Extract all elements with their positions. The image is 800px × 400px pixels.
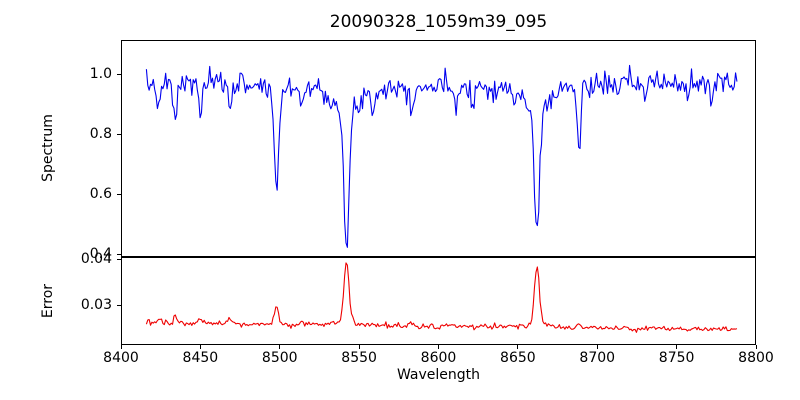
x-tick [676, 345, 678, 349]
error-y-axis-label: Error [40, 283, 56, 319]
spectrum-y-axis-label: Spectrum [40, 114, 56, 182]
x-tick-label: 8800 [738, 350, 774, 366]
plot-title: 20090328_1059m39_095 [329, 12, 548, 32]
x-tick [199, 345, 201, 349]
x-tick-label: 8450 [182, 350, 219, 366]
x-tick-label: 8600 [420, 350, 457, 366]
x-axis-label: Wavelength [396, 367, 481, 383]
y-tick [117, 304, 121, 306]
y-tick-label: 0.04 [80, 251, 112, 268]
x-tick [279, 345, 281, 349]
y-tick-label: 1.0 [89, 65, 112, 82]
x-tick [517, 345, 519, 349]
y-tick [117, 253, 121, 255]
x-tick-label: 8700 [579, 350, 616, 366]
x-tick [755, 345, 757, 349]
y-tick [117, 193, 121, 195]
spectrum-line-layer [145, 64, 738, 248]
x-tick [438, 345, 439, 349]
y-tick-label: 0.4 [89, 245, 112, 262]
x-tick-label: 8400 [103, 350, 139, 366]
x-tick-label: 8650 [500, 350, 536, 366]
spectrum-line [145, 64, 738, 248]
x-tick-label: 8550 [341, 350, 377, 366]
y-tick [117, 259, 121, 261]
y-tick [117, 133, 121, 135]
x-tick [358, 345, 360, 349]
error-panel [121, 257, 756, 345]
y-tick-label: 0.8 [89, 125, 112, 142]
x-tick-label: 8750 [658, 350, 695, 366]
y-tick-label: 0.03 [80, 296, 112, 313]
error-line [145, 262, 738, 333]
y-tick-label: 0.6 [89, 185, 112, 202]
x-tick [596, 345, 598, 349]
x-tick-label: 8500 [261, 350, 298, 366]
y-tick [117, 73, 121, 75]
x-tick [120, 345, 122, 349]
spectrum-panel [121, 40, 756, 257]
error-line-layer [145, 262, 738, 333]
